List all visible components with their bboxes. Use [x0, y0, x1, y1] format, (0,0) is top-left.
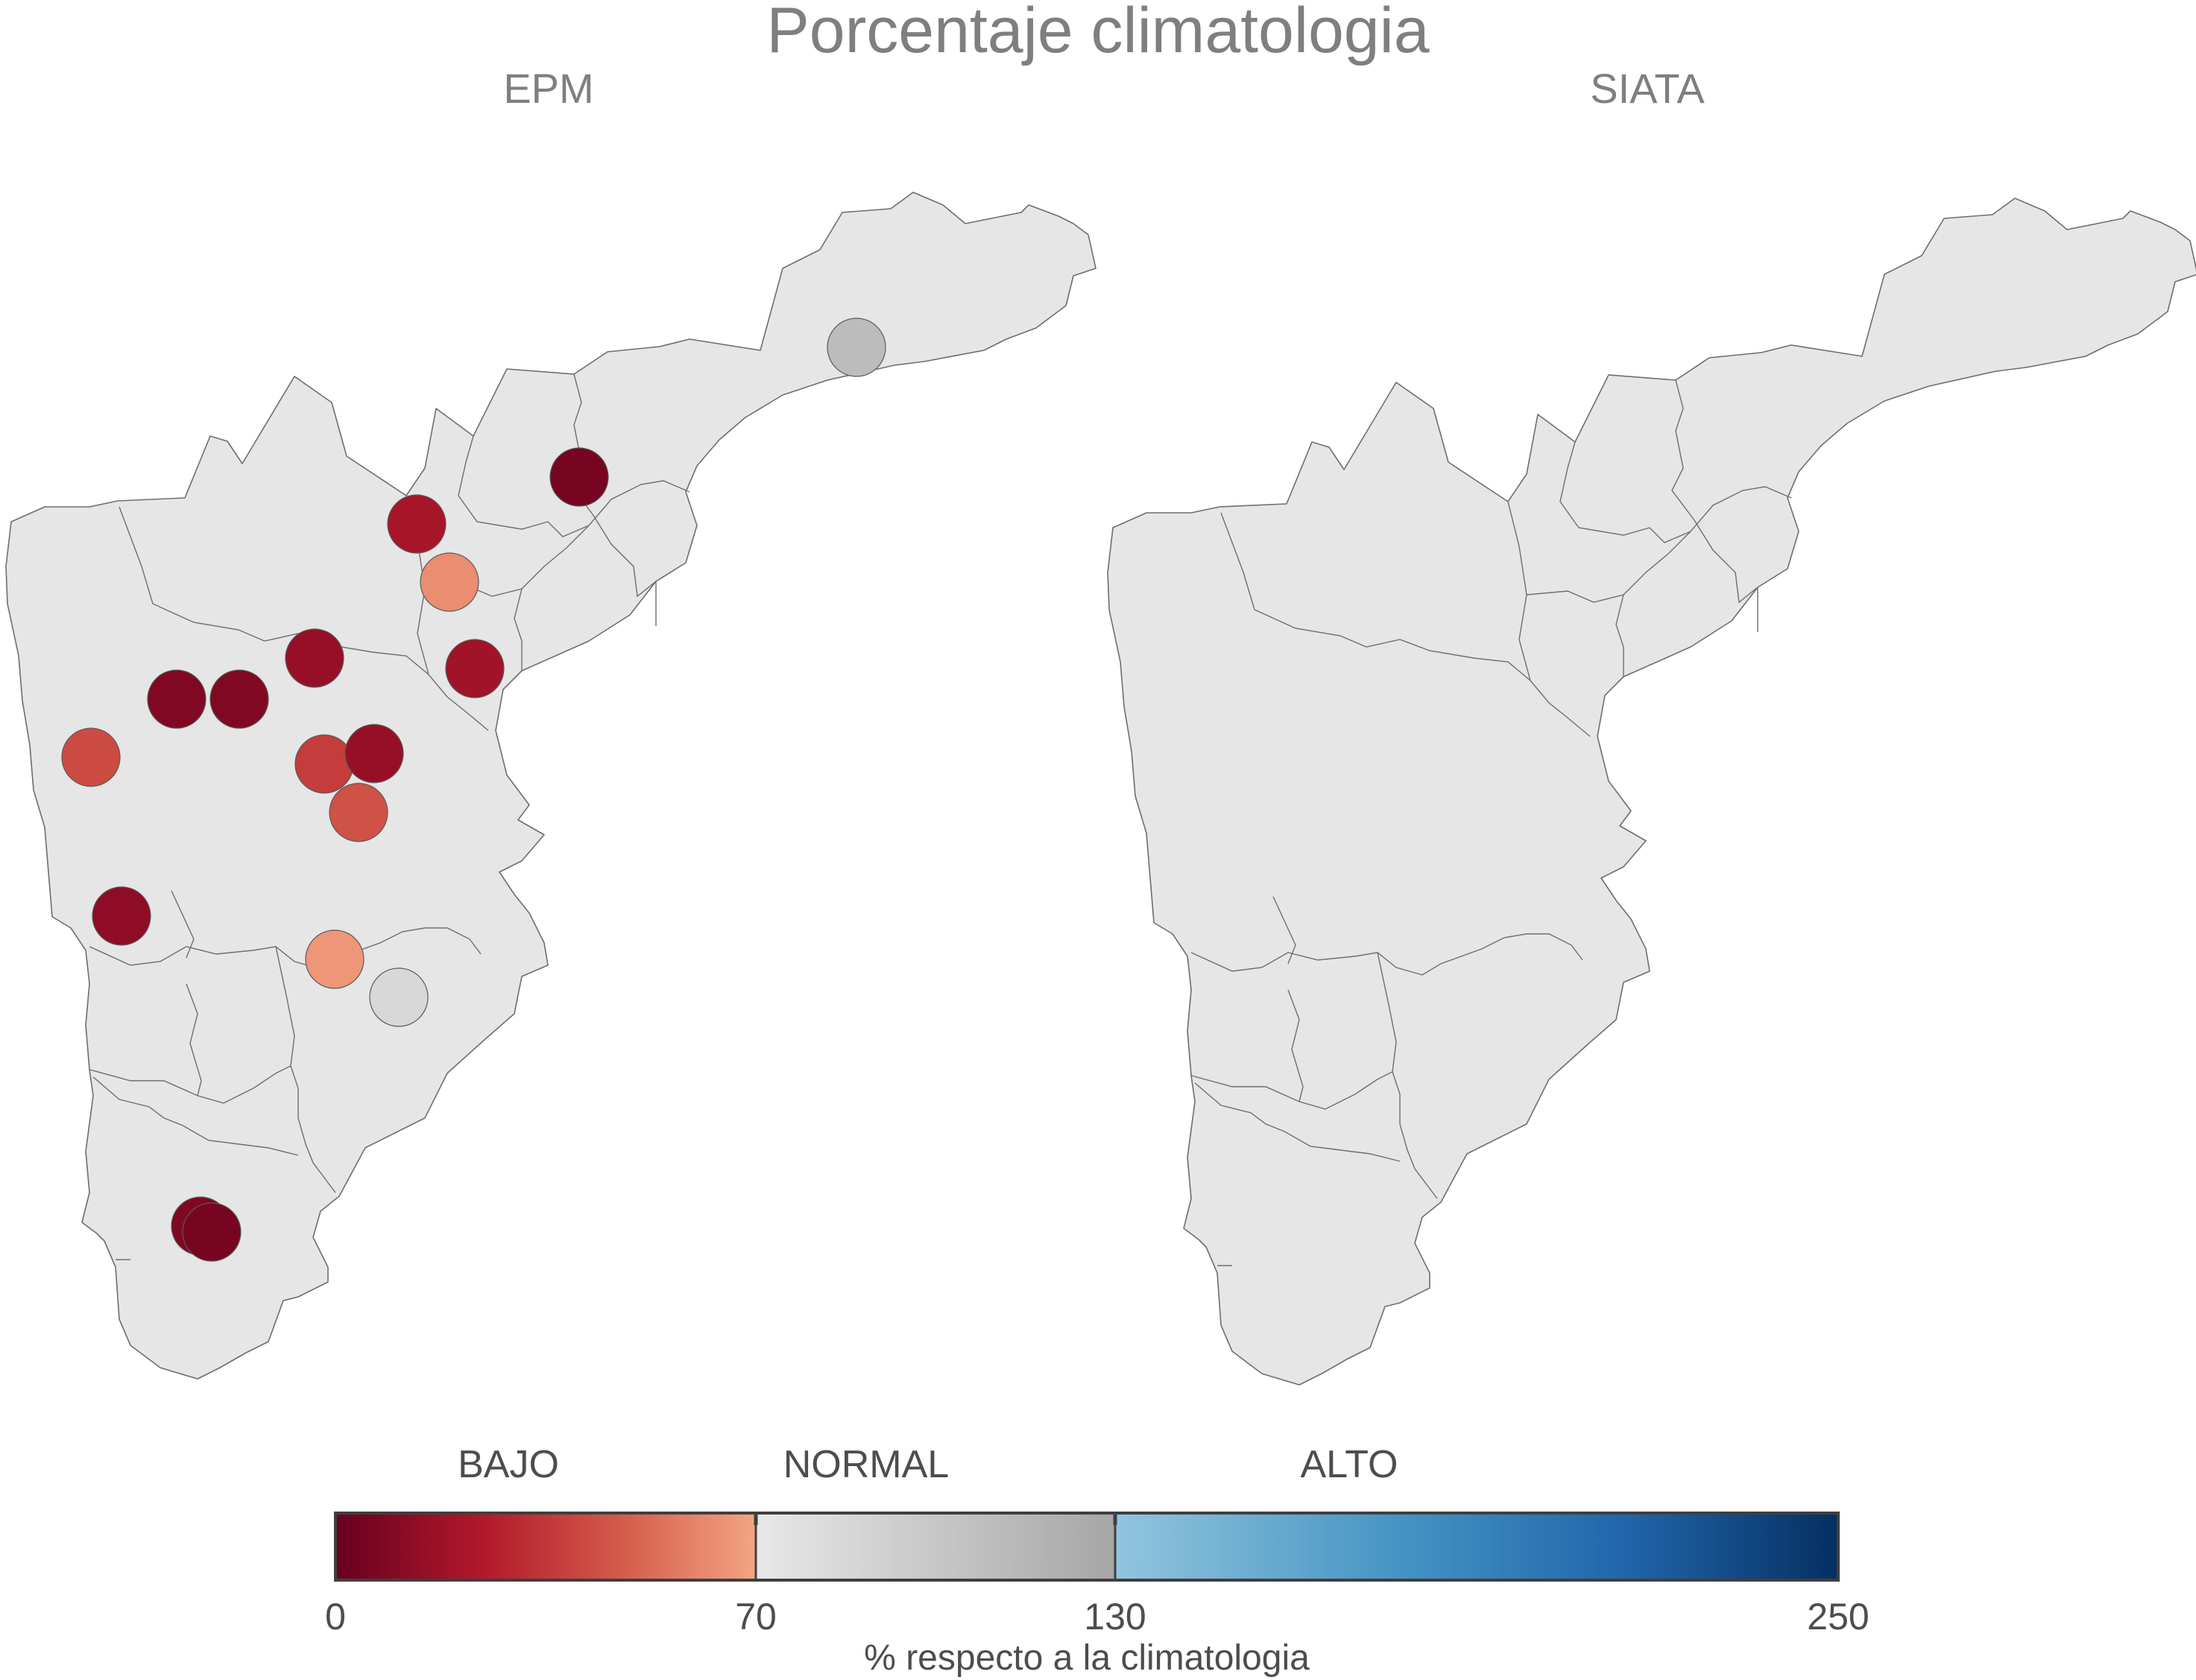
colorbar-tick-label-250: 250 — [1807, 1596, 1869, 1638]
colorbar-tick-label-130: 130 — [1084, 1596, 1146, 1638]
panel-title-epm: EPM — [503, 65, 593, 112]
legend-label-normal: NORMAL — [783, 1443, 949, 1486]
basin-outline-epm — [5, 192, 1097, 1380]
station-marker-epm-10 — [344, 724, 404, 783]
legend-label-bajo: BAJO — [458, 1443, 559, 1486]
basin-outline-siata — [1107, 198, 2196, 1386]
station-marker-epm-7 — [209, 669, 269, 729]
colorbar-segment-bajo — [335, 1513, 756, 1580]
station-marker-epm-9 — [294, 734, 354, 794]
station-marker-epm-17 — [182, 1202, 242, 1262]
station-marker-epm-2 — [549, 447, 609, 507]
colorbar-axis-label: % respecto a la climatologia — [864, 1638, 1310, 1678]
station-marker-epm-1 — [827, 318, 886, 377]
station-marker-epm-15 — [369, 967, 429, 1027]
panel-title-siata: SIATA — [1590, 65, 1705, 112]
colorbar-segment-normal — [756, 1513, 1115, 1580]
station-marker-epm-12 — [329, 783, 388, 842]
legend-label-alto: ALTO — [1300, 1443, 1398, 1486]
colorbar-legend: BAJO NORMAL ALTO 0 70 130 250 % respecto… — [325, 1443, 1870, 1678]
figure-title: Porcentaje climatologia — [766, 0, 1429, 66]
colorbar-tick-label-0: 0 — [325, 1596, 346, 1638]
station-marker-epm-3 — [387, 494, 447, 554]
stations-epm — [61, 318, 886, 1262]
station-marker-epm-5 — [445, 639, 505, 698]
station-marker-epm-11 — [61, 727, 121, 787]
colorbar-frame — [334, 1512, 1840, 1582]
station-marker-epm-6 — [285, 628, 344, 688]
colorbar-tick-label-70: 70 — [735, 1596, 777, 1638]
station-marker-epm-4 — [420, 552, 479, 612]
station-marker-epm-14 — [305, 929, 365, 989]
station-marker-epm-13 — [92, 886, 151, 946]
colorbar-segment-alto — [1115, 1513, 1838, 1580]
map-panel-epm — [5, 192, 1097, 1380]
map-panel-siata — [1107, 198, 2196, 1386]
station-marker-epm-8 — [147, 669, 206, 729]
